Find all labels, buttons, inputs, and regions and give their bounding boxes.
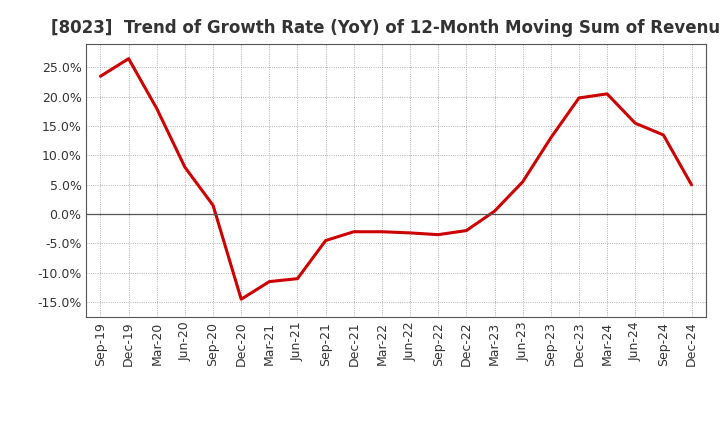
- Title: [8023]  Trend of Growth Rate (YoY) of 12-Month Moving Sum of Revenues: [8023] Trend of Growth Rate (YoY) of 12-…: [51, 19, 720, 37]
